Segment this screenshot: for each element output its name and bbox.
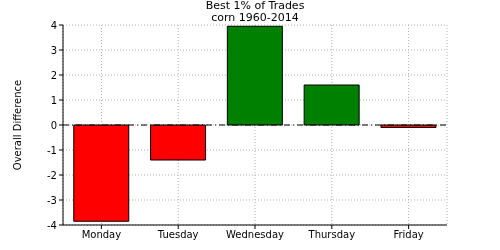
svg-text:0: 0 (51, 120, 57, 131)
svg-text:-1: -1 (47, 145, 57, 156)
svg-text:-4: -4 (47, 220, 57, 231)
svg-text:Thursday: Thursday (308, 229, 356, 240)
svg-text:Tuesday: Tuesday (157, 229, 199, 240)
svg-text:3: 3 (51, 45, 57, 56)
html-text:Best 1% of Trades: Best 1% of Trades (205, 0, 305, 12)
svg-text:Friday: Friday (393, 229, 423, 240)
html-text:corn 1960-2014: corn 1960-2014 (211, 11, 299, 24)
svg-text:Monday: Monday (82, 229, 122, 240)
svg-text:2: 2 (51, 70, 57, 81)
svg-text:Overall Difference: Overall Difference (12, 80, 23, 170)
svg-text:1: 1 (51, 95, 57, 106)
svg-text:4: 4 (51, 20, 57, 31)
svg-text:-3: -3 (47, 195, 57, 206)
svg-text:-2: -2 (47, 170, 57, 181)
svg-text:Wednesday: Wednesday (226, 229, 284, 240)
